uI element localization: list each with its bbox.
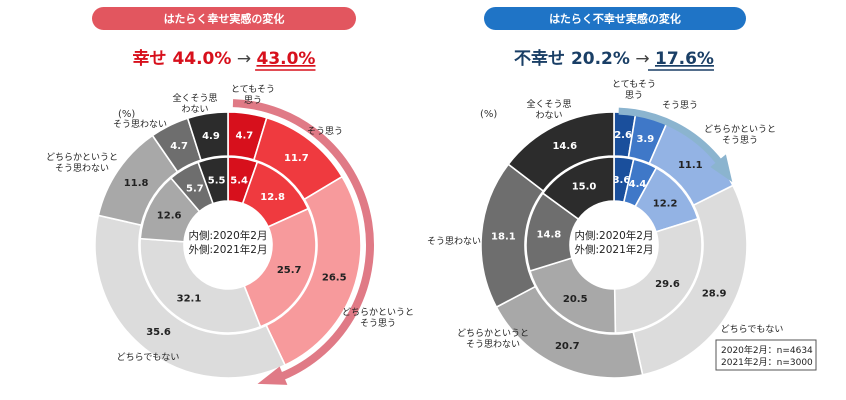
trend-arrow-head <box>257 366 288 385</box>
sample-size-note-2: 2021年2月：n=3000 <box>721 356 813 368</box>
banner-title: はたらく幸せ実感の変化 <box>164 12 285 26</box>
trend-arrow-arc <box>232 99 374 383</box>
outer-value-3: 26.5 <box>322 273 347 284</box>
outer-value-4: 35.6 <box>146 327 171 338</box>
unit-label: (%) <box>480 109 497 120</box>
outer-value-1: 2.6 <box>614 130 632 141</box>
category-label-4: どちらでもない <box>721 324 784 335</box>
headline-to: 17.6% <box>655 49 714 69</box>
inner-value-1: 3.6 <box>613 175 631 186</box>
outer-value-6: 18.1 <box>491 231 516 242</box>
center-label-1: 内側:2020年2月 <box>189 229 268 242</box>
category-label-2: そう思う <box>662 100 698 111</box>
headline: 幸せ 44.0% → 43.0% <box>133 48 316 69</box>
category-label-3: そう思う <box>360 318 396 329</box>
inner-slice-7 <box>197 156 229 205</box>
headline-from: 20.2% <box>571 49 630 69</box>
outer-value-6: 4.7 <box>170 141 188 152</box>
inner-value-6: 14.8 <box>537 230 562 241</box>
inner-value-3: 12.2 <box>653 199 678 210</box>
outer-slice-3 <box>265 175 362 367</box>
inner-value-7: 15.0 <box>572 182 597 193</box>
outer-value-7: 4.9 <box>202 131 220 142</box>
inner-slice-3 <box>243 207 317 328</box>
headline-label: 幸せ <box>133 48 173 69</box>
headline-arrow: → <box>231 49 256 69</box>
category-label-4: どちらでもない <box>117 352 180 363</box>
category-label-1: 思う <box>625 90 643 101</box>
category-label-1: とてもそう <box>612 79 656 90</box>
outer-value-7: 14.6 <box>552 141 577 152</box>
category-label-7: 全くそう思 <box>526 98 571 110</box>
outer-value-2: 11.7 <box>284 153 309 164</box>
outer-value-1: 4.7 <box>235 131 253 142</box>
category-label-3: そう思う <box>722 135 758 146</box>
inner-slice-4 <box>613 217 703 334</box>
category-label-5: そう思わない <box>55 163 109 174</box>
center-label-1: 内側:2020年2月 <box>575 229 654 242</box>
center-label-2: 外側:2021年2月 <box>189 243 268 256</box>
category-label-5: どちらかというと <box>457 328 529 339</box>
outer-slice-7 <box>507 111 615 193</box>
banner <box>92 7 356 30</box>
unit-label: (%) <box>118 109 135 120</box>
sample-size-box <box>715 339 817 371</box>
inner-value-6: 5.7 <box>186 183 204 194</box>
category-label-5: どちらかというと <box>46 152 118 163</box>
outer-slice-7 <box>186 111 229 162</box>
category-label-7: わない <box>181 104 208 115</box>
category-label-3: どちらかというと <box>704 124 776 135</box>
inner-value-1: 5.4 <box>230 175 248 186</box>
inner-value-2: 4.4 <box>629 179 647 190</box>
category-label-3: どちらかというと <box>342 307 414 318</box>
category-label-6: そう思わない <box>113 119 167 130</box>
outer-value-2: 3.9 <box>636 134 654 145</box>
trend-arrow-arc <box>618 107 723 165</box>
category-label-7: わない <box>535 110 562 121</box>
outer-value-3: 11.1 <box>678 160 703 171</box>
category-label-7: 全くそう思 <box>172 92 217 104</box>
headline-to: 43.0% <box>256 49 315 69</box>
inner-value-2: 12.8 <box>260 192 285 203</box>
inner-value-4: 29.6 <box>655 279 680 290</box>
inner-value-4: 32.1 <box>177 294 202 305</box>
outer-value-4: 28.9 <box>702 288 727 299</box>
outer-slice-4 <box>94 214 287 379</box>
inner-slice-4 <box>139 237 262 334</box>
inner-value-7: 5.5 <box>208 175 226 186</box>
inner-value-5: 20.5 <box>563 294 588 305</box>
inner-value-5: 12.6 <box>157 211 182 222</box>
category-label-1: 思う <box>244 95 262 106</box>
banner-title: はたらく不幸せ実感の変化 <box>549 12 681 26</box>
sample-size-note-1: 2020年2月：n=4634 <box>721 344 813 356</box>
banner <box>484 7 746 30</box>
headline-from: 44.0% <box>172 49 231 69</box>
category-label-1: とてもそう <box>231 84 275 95</box>
outer-slice-4 <box>632 184 748 376</box>
headline-arrow: → <box>630 49 655 69</box>
inner-slice-7 <box>541 156 615 221</box>
outer-value-5: 11.8 <box>124 178 149 189</box>
outer-value-5: 20.7 <box>555 341 580 352</box>
inner-value-3: 25.7 <box>277 265 302 276</box>
center-label-2: 外側:2021年2月 <box>575 243 654 256</box>
trend-arrow-head <box>710 154 733 183</box>
headline: 不幸せ 20.2% → 17.6% <box>514 48 714 69</box>
category-label-2: そう思う <box>307 126 343 137</box>
headline-label: 不幸せ <box>514 48 571 69</box>
category-label-6: そう思わない <box>427 236 481 247</box>
category-label-5: そう思わない <box>466 339 520 350</box>
